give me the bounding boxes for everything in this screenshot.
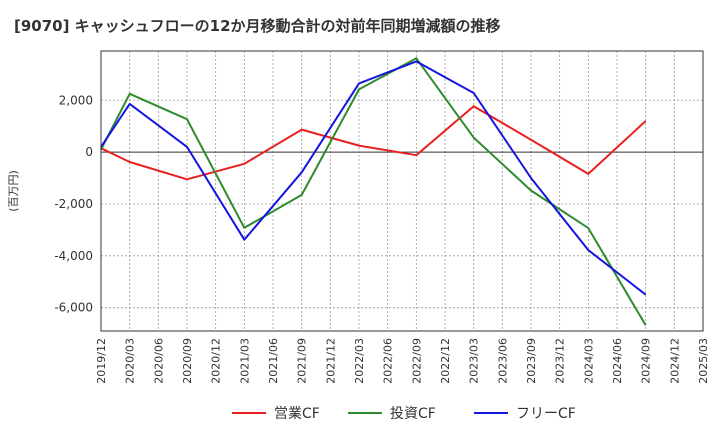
x-tick-label: 2019/12 (95, 338, 108, 384)
x-tick-label: 2023/03 (468, 338, 481, 384)
x-tick-label: 2025/03 (697, 338, 710, 384)
x-tick-label: 2023/12 (554, 338, 567, 384)
x-tick-label: 2020/06 (152, 338, 165, 384)
legend-label: 投資CF (390, 406, 436, 422)
series-line (100, 57, 647, 326)
x-tick-label: 2023/09 (525, 338, 538, 384)
x-tick-label: 2020/09 (181, 338, 194, 384)
plot-frame (100, 50, 704, 332)
x-tick-label: 2020/03 (124, 338, 137, 384)
x-tick-label: 2020/12 (210, 338, 223, 384)
y-tick-labels: 2,000 0 -2,000 -4,000 -6,000 (54, 93, 93, 314)
grid-lines (100, 51, 704, 331)
legend-label: 営業CF (274, 406, 320, 422)
y-tick-label: 2,000 (59, 93, 93, 107)
x-tick-labels: 2019/12 2020/03 2020/06 2020/09 2020/12 2021/… (95, 338, 710, 384)
x-tick-label: 2021/12 (324, 338, 337, 384)
x-tick-label: 2024/09 (640, 338, 653, 384)
y-tick-label: -6,000 (54, 301, 93, 315)
y-tick-label: -2,000 (54, 197, 93, 211)
x-tick-label: 2023/06 (496, 338, 509, 384)
x-tick-label: 2021/09 (296, 338, 309, 384)
legend-label: フリーCF (516, 406, 576, 422)
series-line (100, 60, 647, 296)
x-tick-label: 2021/03 (238, 338, 251, 384)
x-tick-label: 2021/06 (267, 338, 280, 384)
y-tick-label: -4,000 (54, 249, 93, 263)
series-line (100, 105, 647, 181)
x-tick-label: 2024/12 (668, 338, 681, 384)
chart-title: [9070] キャッシュフローの12か月移動合計の対前年同期増減額の推移 (14, 17, 501, 35)
x-tick-label: 2022/06 (382, 338, 395, 384)
x-tick-label: 2024/06 (611, 338, 624, 384)
x-tick-label: 2022/03 (353, 338, 366, 384)
legend: 営業CF 投資CF フリーCF (232, 406, 576, 422)
x-tick-label: 2022/09 (410, 338, 423, 384)
y-axis-label: (百万円) (7, 170, 20, 212)
x-tick-label: 2024/03 (582, 338, 595, 384)
series-lines (100, 57, 647, 326)
y-tick-label: 0 (85, 145, 93, 159)
x-tick-label: 2022/12 (439, 338, 452, 384)
